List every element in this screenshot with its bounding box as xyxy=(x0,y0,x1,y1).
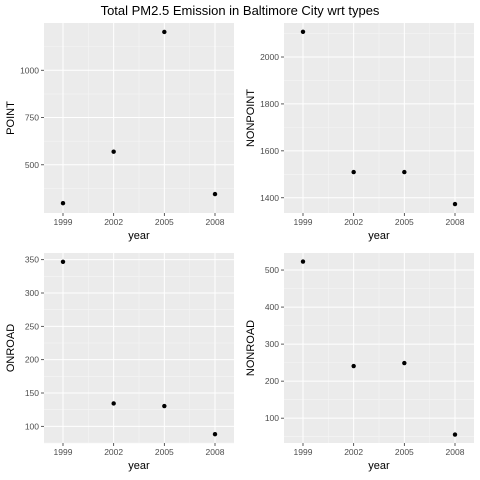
x-tick-label: 2002 xyxy=(344,447,363,457)
data-point xyxy=(162,403,167,409)
x-tick-label: 2005 xyxy=(155,217,174,227)
x-tick-label: 2005 xyxy=(395,447,414,457)
y-tick-label: 1000 xyxy=(20,65,39,75)
x-axis-title: year xyxy=(128,460,150,472)
panel-2: 1400 1600 1800 2000 1999 2002 2005 2008 year NONP… xyxy=(245,23,474,242)
x-tick-label: 2005 xyxy=(395,217,414,227)
x-tick-label: 1999 xyxy=(294,217,313,227)
y-axis-title: POINT xyxy=(5,101,17,135)
y-tick-label: 2000 xyxy=(260,52,279,62)
data-point xyxy=(111,401,116,406)
y-tick-label: 200 xyxy=(25,355,39,365)
x-tick-label: 2008 xyxy=(206,217,225,227)
data-point xyxy=(452,201,458,207)
y-axis-title: NONROAD xyxy=(245,320,257,376)
panel-1: 500 750 1000 1999 2002 2005 2008 year POINT xyxy=(5,23,234,242)
data-point xyxy=(111,149,116,154)
data-point xyxy=(402,360,407,366)
y-tick-label: 750 xyxy=(25,113,39,123)
data-point xyxy=(402,169,407,175)
data-point xyxy=(300,259,306,264)
x-tick-label: 2002 xyxy=(104,447,123,457)
data-point xyxy=(162,29,167,35)
y-tick-label: 1400 xyxy=(260,193,279,203)
panel-4: 100 200 300 400 500 1999 2002 2005 2008 year NONRO… xyxy=(245,253,474,472)
x-tick-label: 1999 xyxy=(54,217,73,227)
data-point xyxy=(452,432,458,437)
y-tick-label: 500 xyxy=(265,265,279,275)
y-tick-label: 100 xyxy=(265,413,279,423)
panel-3: 100 150 200 250 300 350 1999 2002 2005 2008 year ON… xyxy=(5,253,234,472)
data-point xyxy=(351,169,356,175)
data-point xyxy=(60,201,66,206)
y-axis-title: NONPOINT xyxy=(245,89,257,147)
data-point xyxy=(212,431,218,437)
x-tick-label: 2005 xyxy=(155,447,174,457)
x-tick-label: 2002 xyxy=(104,217,123,227)
figure-title: Total PM2.5 Emission in Baltimore City w… xyxy=(101,3,380,18)
y-tick-label: 300 xyxy=(265,339,279,349)
data-point xyxy=(60,259,66,264)
x-tick-label: 2008 xyxy=(446,447,465,457)
y-tick-label: 500 xyxy=(25,160,39,170)
y-tick-label: 150 xyxy=(25,388,39,398)
x-tick-label: 1999 xyxy=(294,447,313,457)
data-point xyxy=(300,29,306,34)
x-tick-label: 2002 xyxy=(344,217,363,227)
y-tick-label: 300 xyxy=(25,288,39,298)
y-tick-label: 350 xyxy=(25,255,39,265)
y-tick-label: 400 xyxy=(265,302,279,312)
y-tick-label: 1600 xyxy=(260,146,279,156)
data-point xyxy=(212,191,218,197)
x-tick-label: 2008 xyxy=(446,217,465,227)
x-axis-title: year xyxy=(368,230,390,242)
y-tick-label: 1800 xyxy=(260,99,279,109)
y-axis-title: ONROAD xyxy=(5,324,17,372)
x-tick-label: 1999 xyxy=(54,447,73,457)
x-axis-title: year xyxy=(368,460,390,472)
y-tick-label: 100 xyxy=(25,421,39,431)
y-tick-label: 250 xyxy=(25,321,39,331)
x-axis-title: year xyxy=(128,230,150,242)
data-point xyxy=(351,363,356,369)
y-tick-label: 200 xyxy=(265,376,279,386)
x-tick-label: 2008 xyxy=(206,447,225,457)
